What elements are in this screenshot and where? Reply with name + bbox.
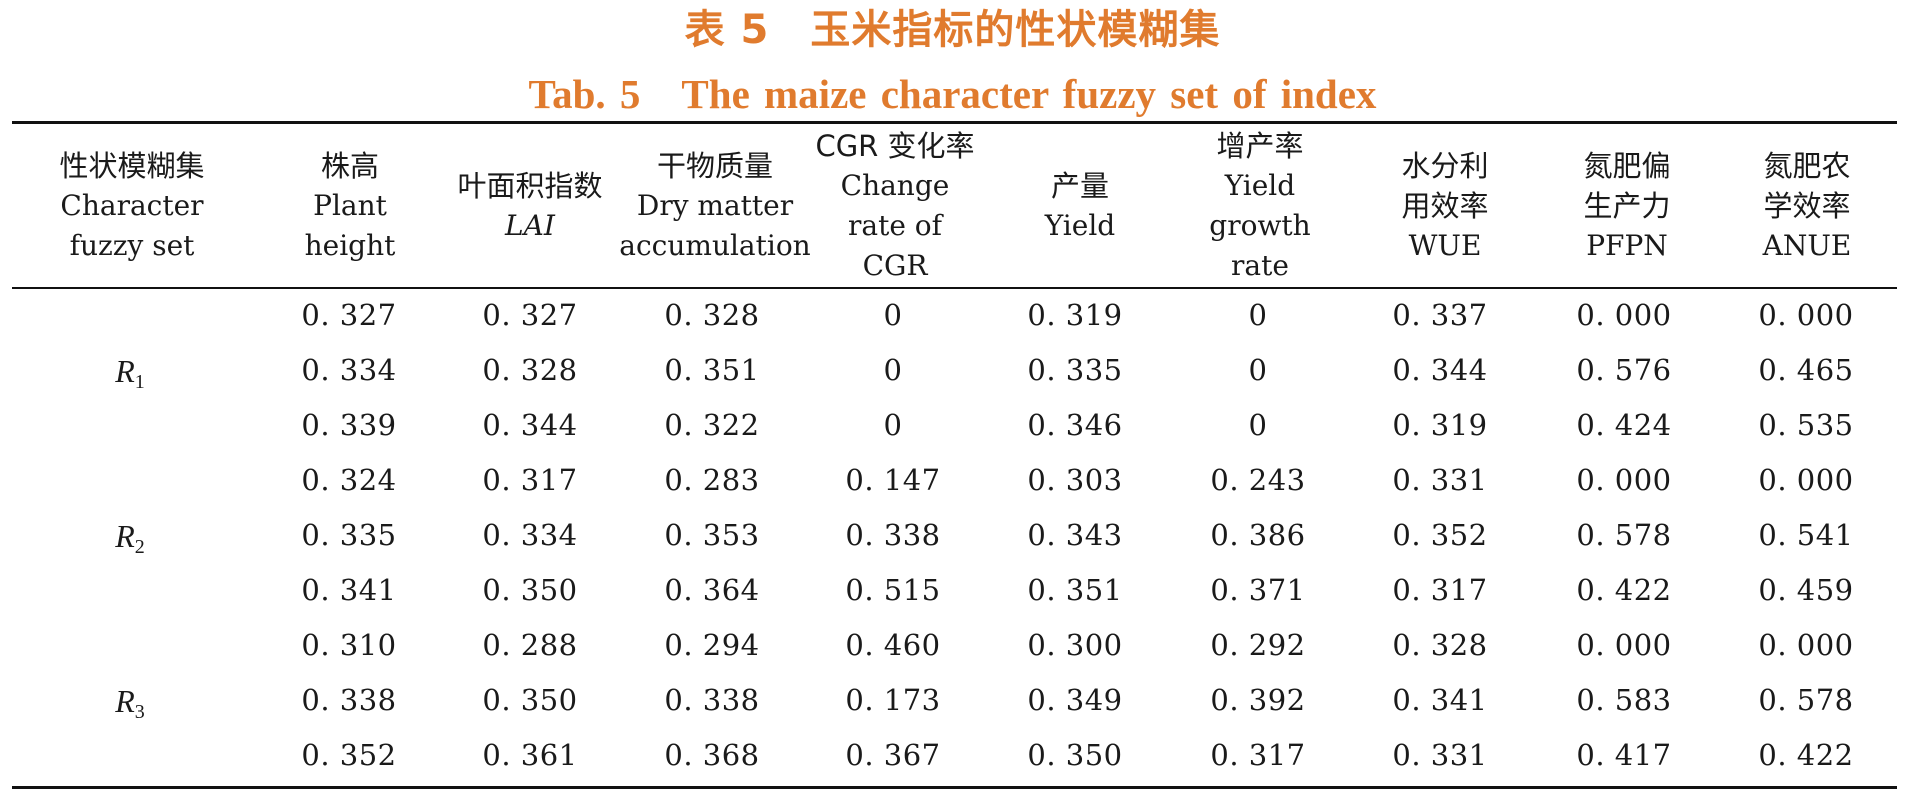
table-cell: 0. 000 bbox=[1576, 628, 1672, 662]
table-cell: 0. 000 bbox=[1576, 463, 1672, 497]
table-cell: 0. 352 bbox=[1392, 518, 1488, 552]
header-anue: 氮肥农 学效率 ANUE bbox=[1762, 149, 1852, 262]
table-cell: 0. 310 bbox=[301, 628, 397, 662]
table-cell: 0 bbox=[1248, 298, 1268, 332]
table-cell: 0. 361 bbox=[482, 738, 578, 772]
table-cell: 0. 335 bbox=[301, 518, 397, 552]
header-cgr-change-rate: CGR 变化率 Change rate of CGR bbox=[815, 129, 975, 282]
table-cell: 0. 339 bbox=[301, 408, 397, 442]
table-cell: 0. 424 bbox=[1576, 408, 1672, 442]
table-cell: 0. 300 bbox=[1027, 628, 1123, 662]
table-title-en: Tab. 5 The maize character fuzzy set of … bbox=[528, 71, 1377, 117]
table-cell: 0. 283 bbox=[664, 463, 760, 497]
table-cell: 0. 515 bbox=[845, 573, 941, 607]
table-cell: 0. 327 bbox=[301, 298, 397, 332]
table-cell: 0. 341 bbox=[1392, 683, 1488, 717]
bottom-rule bbox=[12, 786, 1897, 789]
table-cell: 0. 422 bbox=[1758, 738, 1854, 772]
table-title-zh: 表 5 玉米指标的性状模糊集 bbox=[684, 7, 1221, 53]
table-cell: 0. 576 bbox=[1576, 353, 1672, 387]
table-cell: 0. 353 bbox=[664, 518, 760, 552]
table-cell: 0. 328 bbox=[1392, 628, 1488, 662]
table-cell: 0. 328 bbox=[664, 298, 760, 332]
table-cell: 0. 317 bbox=[482, 463, 578, 497]
table-cell: 0. 350 bbox=[482, 683, 578, 717]
table-cell: 0. 364 bbox=[664, 573, 760, 607]
table-cell: 0. 346 bbox=[1027, 408, 1123, 442]
group-label-r2: R2 bbox=[115, 518, 145, 558]
table-cell: 0. 000 bbox=[1758, 298, 1854, 332]
table-cell: 0. 319 bbox=[1392, 408, 1488, 442]
table-cell: 0. 338 bbox=[664, 683, 760, 717]
table-cell: 0. 294 bbox=[664, 628, 760, 662]
table-cell: 0. 351 bbox=[1027, 573, 1123, 607]
table-cell: 0. 351 bbox=[664, 353, 760, 387]
header-yield-growth-rate: 增产率 Yield growth rate bbox=[1209, 129, 1311, 282]
table-cell: 0. 319 bbox=[1027, 298, 1123, 332]
table-cell: 0. 459 bbox=[1758, 573, 1854, 607]
table-cell: 0. 000 bbox=[1576, 298, 1672, 332]
table-cell: 0. 371 bbox=[1210, 573, 1306, 607]
table-cell: 0. 328 bbox=[482, 353, 578, 387]
table-cell: 0. 322 bbox=[664, 408, 760, 442]
table-cell: 0. 338 bbox=[845, 518, 941, 552]
table-cell: 0 bbox=[883, 353, 903, 387]
table-cell: 0. 386 bbox=[1210, 518, 1306, 552]
table-cell: 0. 303 bbox=[1027, 463, 1123, 497]
table-cell: 0. 338 bbox=[301, 683, 397, 717]
group-label-r1: R1 bbox=[115, 353, 145, 393]
table-cell: 0. 392 bbox=[1210, 683, 1306, 717]
table-cell: 0. 541 bbox=[1758, 518, 1854, 552]
table-cell: 0. 578 bbox=[1758, 683, 1854, 717]
header-plant-height: 株高 Plant height bbox=[304, 149, 396, 262]
table-cell: 0. 583 bbox=[1576, 683, 1672, 717]
header-wue: 水分利 用效率 WUE bbox=[1401, 149, 1489, 262]
table-cell: 0. 344 bbox=[1392, 353, 1488, 387]
header-rule bbox=[12, 287, 1897, 289]
table-cell: 0. 422 bbox=[1576, 573, 1672, 607]
table-cell: 0. 000 bbox=[1758, 628, 1854, 662]
table-cell: 0 bbox=[883, 298, 903, 332]
table-cell: 0. 334 bbox=[482, 518, 578, 552]
table-cell: 0. 350 bbox=[482, 573, 578, 607]
table-cell: 0. 324 bbox=[301, 463, 397, 497]
table-cell: 0. 535 bbox=[1758, 408, 1854, 442]
header-character-fuzzy-set: 性状模糊集 Character fuzzy set bbox=[59, 149, 205, 262]
table-cell: 0. 460 bbox=[845, 628, 941, 662]
table-cell: 0. 317 bbox=[1392, 573, 1488, 607]
top-rule bbox=[12, 121, 1897, 124]
table-cell: 0. 243 bbox=[1210, 463, 1306, 497]
table-cell: 0. 000 bbox=[1758, 463, 1854, 497]
table-cell: 0. 341 bbox=[301, 573, 397, 607]
table-cell: 0. 335 bbox=[1027, 353, 1123, 387]
table-cell: 0. 417 bbox=[1576, 738, 1672, 772]
table-cell: 0. 465 bbox=[1758, 353, 1854, 387]
table-cell: 0. 368 bbox=[664, 738, 760, 772]
table-cell: 0. 350 bbox=[1027, 738, 1123, 772]
table-cell: 0. 173 bbox=[845, 683, 941, 717]
table-cell: 0. 331 bbox=[1392, 463, 1488, 497]
table-cell: 0. 292 bbox=[1210, 628, 1306, 662]
table-cell: 0. 331 bbox=[1392, 738, 1488, 772]
table-cell: 0 bbox=[1248, 408, 1268, 442]
table-cell: 0. 352 bbox=[301, 738, 397, 772]
header-yield: 产量 Yield bbox=[1044, 169, 1116, 242]
header-dry-matter: 干物质量 Dry matter accumulation bbox=[619, 149, 811, 262]
table-cell: 0. 288 bbox=[482, 628, 578, 662]
table-cell: 0. 147 bbox=[845, 463, 941, 497]
table-cell: 0 bbox=[883, 408, 903, 442]
header-pfpn: 氮肥偏 生产力 PFPN bbox=[1583, 149, 1671, 262]
table-cell: 0. 337 bbox=[1392, 298, 1488, 332]
table-cell: 0. 344 bbox=[482, 408, 578, 442]
table-cell: 0. 317 bbox=[1210, 738, 1306, 772]
group-label-r3: R3 bbox=[115, 683, 145, 723]
header-lai: 叶面积指数 LAI bbox=[457, 169, 603, 242]
table-cell: 0. 334 bbox=[301, 353, 397, 387]
table-cell: 0 bbox=[1248, 353, 1268, 387]
table-cell: 0. 327 bbox=[482, 298, 578, 332]
table-cell: 0. 343 bbox=[1027, 518, 1123, 552]
table-cell: 0. 578 bbox=[1576, 518, 1672, 552]
table-cell: 0. 367 bbox=[845, 738, 941, 772]
table-cell: 0. 349 bbox=[1027, 683, 1123, 717]
